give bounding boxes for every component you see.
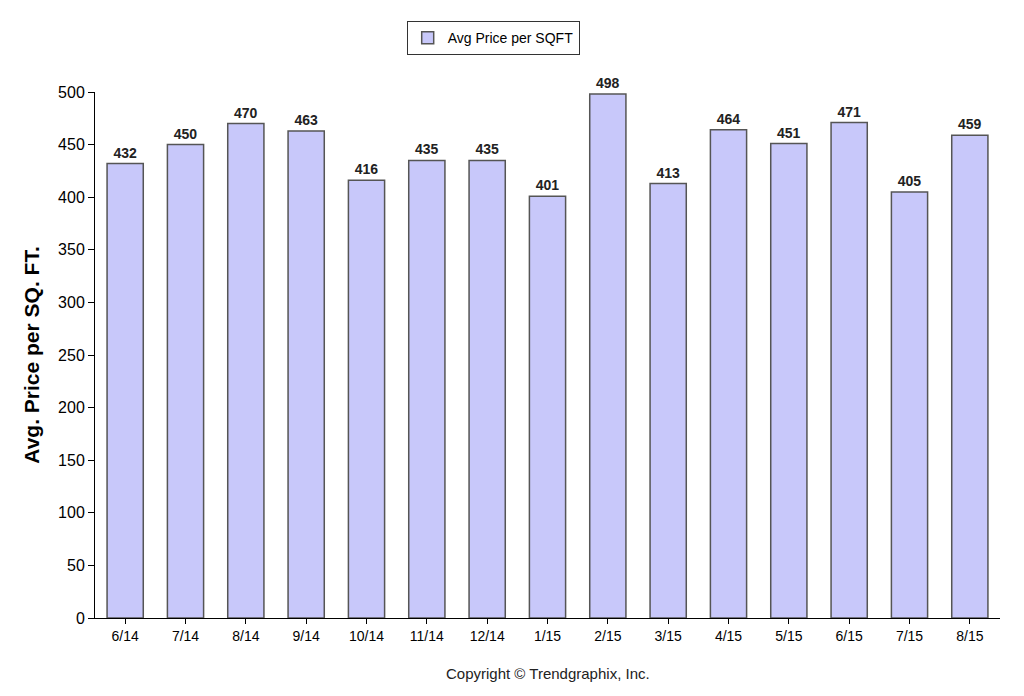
svg-text:498: 498: [596, 75, 620, 91]
svg-text:432: 432: [113, 145, 137, 161]
svg-text:350: 350: [58, 241, 85, 258]
svg-text:471: 471: [837, 104, 861, 120]
svg-text:Avg. Price per SQ. FT.: Avg. Price per SQ. FT.: [20, 246, 43, 463]
svg-text:50: 50: [67, 557, 85, 574]
svg-text:6/14: 6/14: [112, 628, 139, 644]
svg-text:400: 400: [58, 189, 85, 206]
svg-text:6/15: 6/15: [836, 628, 863, 644]
svg-text:1/15: 1/15: [534, 628, 561, 644]
svg-text:470: 470: [234, 105, 258, 121]
svg-text:450: 450: [174, 126, 198, 142]
svg-text:100: 100: [58, 504, 85, 521]
svg-text:2/15: 2/15: [594, 628, 621, 644]
svg-text:463: 463: [294, 112, 318, 128]
svg-text:Copyright © Trendgraphix, Inc.: Copyright © Trendgraphix, Inc.: [446, 665, 650, 682]
svg-text:4/15: 4/15: [715, 628, 742, 644]
svg-text:300: 300: [58, 294, 85, 311]
svg-text:10/14: 10/14: [349, 628, 384, 644]
svg-text:12/14: 12/14: [470, 628, 505, 644]
svg-text:7/15: 7/15: [896, 628, 923, 644]
svg-text:9/14: 9/14: [293, 628, 320, 644]
svg-text:459: 459: [958, 116, 982, 132]
svg-text:401: 401: [536, 177, 560, 193]
svg-text:405: 405: [898, 173, 922, 189]
svg-text:450: 450: [58, 136, 85, 153]
svg-text:435: 435: [475, 141, 499, 157]
svg-text:3/15: 3/15: [655, 628, 682, 644]
svg-text:500: 500: [58, 84, 85, 101]
svg-text:464: 464: [717, 111, 741, 127]
svg-text:7/14: 7/14: [172, 628, 199, 644]
svg-text:11/14: 11/14: [410, 628, 444, 644]
svg-text:250: 250: [58, 347, 85, 364]
svg-text:200: 200: [58, 399, 85, 416]
svg-text:413: 413: [656, 165, 680, 181]
svg-text:451: 451: [777, 125, 801, 141]
svg-text:416: 416: [355, 161, 379, 177]
svg-text:Avg Price per SQFT: Avg Price per SQFT: [448, 30, 573, 46]
svg-text:435: 435: [415, 141, 439, 157]
svg-text:8/15: 8/15: [956, 628, 983, 644]
svg-text:5/15: 5/15: [775, 628, 802, 644]
svg-text:8/14: 8/14: [232, 628, 259, 644]
svg-text:0: 0: [76, 610, 85, 627]
svg-text:150: 150: [58, 452, 85, 469]
